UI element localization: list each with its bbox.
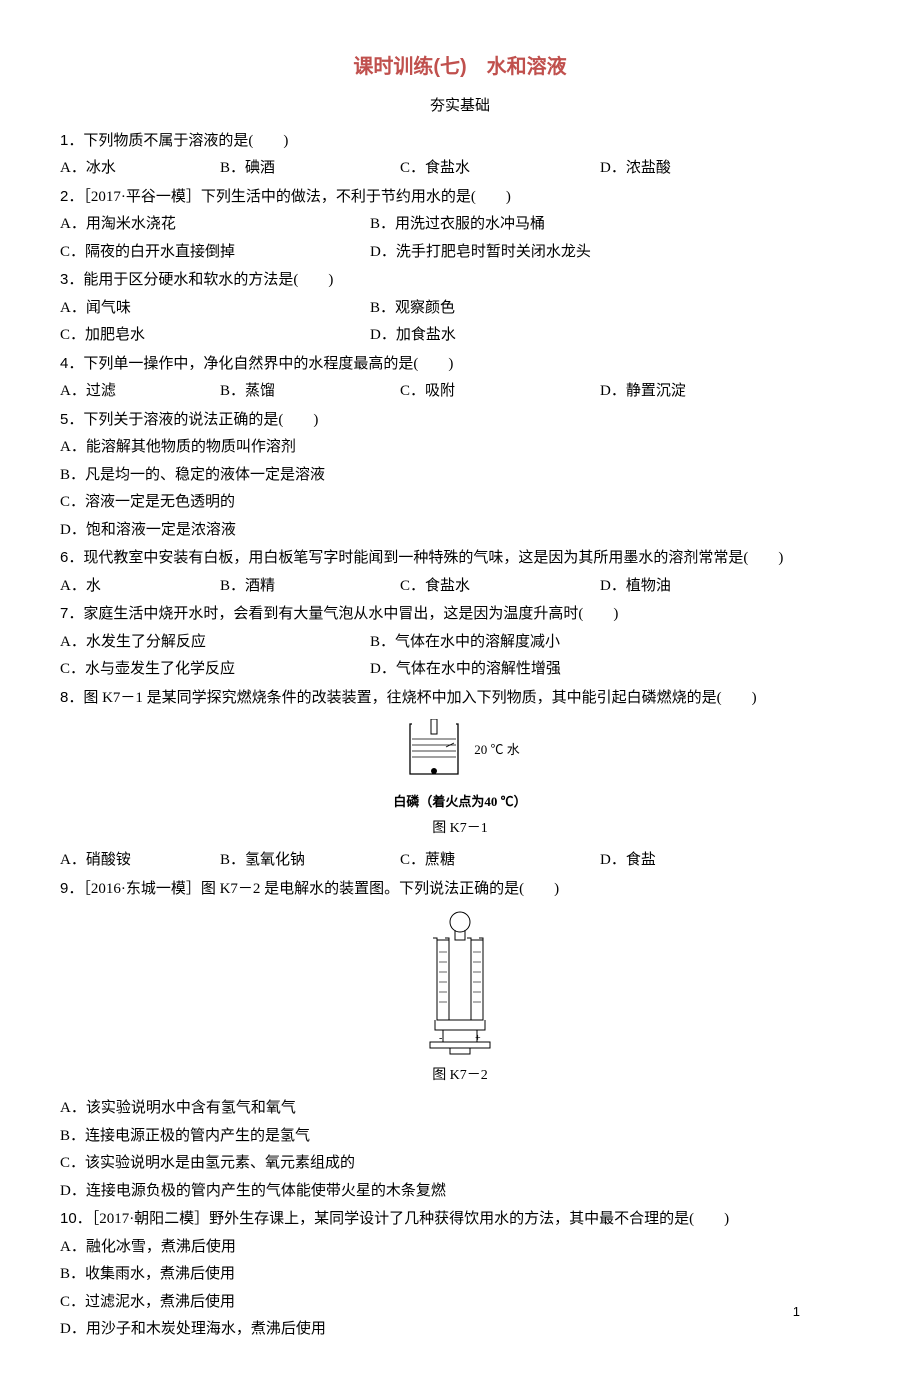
svg-text:+: + — [475, 1033, 481, 1044]
opt-b: B．碘酒 — [220, 156, 400, 182]
page-title: 课时训练(七) 水和溶液 — [60, 50, 860, 84]
opt-d: D．用沙子和木炭处理海水，煮沸后使用 — [60, 1317, 860, 1343]
opt-a: A．用淘米水浇花 — [60, 212, 370, 238]
q-text: 图 K7－1 是某同学探究燃烧条件的改装装置，往烧杯中加入下列物质，其中能引起白… — [83, 690, 756, 706]
figure-2: - + 图 K7－2 — [60, 910, 860, 1088]
q-num: 7． — [60, 605, 83, 622]
opt-d: D．气体在水中的溶解性增强 — [370, 657, 730, 683]
question-6: 6．现代教室中安装有白板，用白板笔写字时能闻到一种特殊的气味，这是因为其所用墨水… — [60, 545, 860, 572]
opt-d: D．连接电源负极的管内产生的气体能使带火星的木条复燃 — [60, 1179, 860, 1205]
opt-d: D．浓盐酸 — [600, 156, 780, 182]
fig1-side-label: 20 ℃ 水 — [474, 739, 520, 761]
q-num: 8． — [60, 689, 83, 706]
question-10: 10．［2017·朝阳二模］野外生存课上，某同学设计了几种获得饮用水的方法，其中… — [60, 1206, 860, 1233]
opt-a: A．水 — [60, 574, 220, 600]
opt-b: B．凡是均一的、稳定的液体一定是溶液 — [60, 463, 860, 489]
opt-a: A．融化冰雪，煮沸后使用 — [60, 1235, 860, 1261]
fig1-caption: 图 K7－1 — [60, 817, 860, 841]
question-1: 1．下列物质不属于溶液的是( ) — [60, 128, 860, 155]
opt-b: B．酒精 — [220, 574, 400, 600]
q-num: 4． — [60, 355, 83, 372]
section-label: 夯实基础 — [60, 94, 860, 120]
opt-a: A．水发生了分解反应 — [60, 630, 370, 656]
question-7: 7．家庭生活中烧开水时，会看到有大量气泡从水中冒出，这是因为温度升高时( ) — [60, 601, 860, 628]
opt-d: D．加食盐水 — [370, 323, 730, 349]
opt-d: D．静置沉淀 — [600, 379, 780, 405]
opt-b: B．连接电源正极的管内产生的是氢气 — [60, 1124, 860, 1150]
opt-c: C．蔗糖 — [400, 848, 600, 874]
opt-a: A．冰水 — [60, 156, 220, 182]
opt-a: A．闻气味 — [60, 296, 370, 322]
q-num: 2． — [60, 188, 83, 205]
opt-c: C．该实验说明水是由氢元素、氧元素组成的 — [60, 1151, 860, 1177]
opt-a: A．过滤 — [60, 379, 220, 405]
opt-c: C．隔夜的白开水直接倒掉 — [60, 240, 370, 266]
options-q8: A．硝酸铵 B．氢氧化钠 C．蔗糖 D．食盐 — [60, 848, 860, 874]
opt-c: C．溶液一定是无色透明的 — [60, 490, 860, 516]
q-text: 下列关于溶液的说法正确的是( ) — [83, 412, 318, 428]
q-text: 能用于区分硬水和软水的方法是( ) — [83, 272, 333, 288]
q-num: 6． — [60, 549, 83, 566]
opt-d: D．洗手打肥皂时暂时关闭水龙头 — [370, 240, 730, 266]
question-2: 2．［2017·平谷一模］下列生活中的做法，不利于节约用水的是( ) — [60, 184, 860, 211]
options-q4: A．过滤 B．蒸馏 C．吸附 D．静置沉淀 — [60, 379, 860, 405]
options-q7-row1: A．水发生了分解反应 B．气体在水中的溶解度减小 — [60, 630, 860, 656]
q-num: 5． — [60, 411, 83, 428]
svg-text:-: - — [439, 1033, 442, 1044]
options-q2-row1: A．用淘米水浇花 B．用洗过衣服的水冲马桶 — [60, 212, 860, 238]
opt-c: C．水与壶发生了化学反应 — [60, 657, 370, 683]
question-8: 8．图 K7－1 是某同学探究燃烧条件的改装装置，往烧杯中加入下列物质，其中能引… — [60, 685, 860, 712]
q-text: ［2016·东城一模］图 K7－2 是电解水的装置图。下列说法正确的是( ) — [83, 881, 559, 897]
beaker-icon — [400, 719, 470, 781]
q-text: ［2017·平谷一模］下列生活中的做法，不利于节约用水的是( ) — [83, 189, 511, 205]
opt-d: D．植物油 — [600, 574, 780, 600]
question-5: 5．下列关于溶液的说法正确的是( ) — [60, 407, 860, 434]
fig2-caption: 图 K7－2 — [60, 1064, 860, 1088]
question-4: 4．下列单一操作中，净化自然界中的水程度最高的是( ) — [60, 351, 860, 378]
opt-a: A．硝酸铵 — [60, 848, 220, 874]
q-num: 10． — [60, 1210, 92, 1227]
opt-d: D．饱和溶液一定是浓溶液 — [60, 518, 860, 544]
opt-b: B．收集雨水，煮沸后使用 — [60, 1262, 860, 1288]
opt-a: A．该实验说明水中含有氢气和氧气 — [60, 1096, 860, 1122]
opt-b: B．蒸馏 — [220, 379, 400, 405]
page-number: 1 — [793, 1301, 800, 1323]
question-9: 9．［2016·东城一模］图 K7－2 是电解水的装置图。下列说法正确的是( ) — [60, 876, 860, 903]
opt-a: A．能溶解其他物质的物质叫作溶剂 — [60, 435, 860, 461]
opt-c: C．食盐水 — [400, 156, 600, 182]
opt-b: B．氢氧化钠 — [220, 848, 400, 874]
q-text: 现代教室中安装有白板，用白板笔写字时能闻到一种特殊的气味，这是因为其所用墨水的溶… — [83, 550, 783, 566]
q-text: ［2017·朝阳二模］野外生存课上，某同学设计了几种获得饮用水的方法，其中最不合… — [92, 1211, 730, 1227]
question-3: 3．能用于区分硬水和软水的方法是( ) — [60, 267, 860, 294]
opt-b: B．观察颜色 — [370, 296, 730, 322]
options-q1: A．冰水 B．碘酒 C．食盐水 D．浓盐酸 — [60, 156, 860, 182]
q-num: 3． — [60, 271, 83, 288]
opt-c: C．加肥皂水 — [60, 323, 370, 349]
q-text: 下列单一操作中，净化自然界中的水程度最高的是( ) — [83, 356, 453, 372]
options-q7-row2: C．水与壶发生了化学反应 D．气体在水中的溶解性增强 — [60, 657, 860, 683]
options-q3-row1: A．闻气味 B．观察颜色 — [60, 296, 860, 322]
opt-b: B．用洗过衣服的水冲马桶 — [370, 212, 730, 238]
opt-c: C．吸附 — [400, 379, 600, 405]
electrolysis-icon: - + — [415, 910, 505, 1060]
options-q6: A．水 B．酒精 C．食盐水 D．植物油 — [60, 574, 860, 600]
opt-b: B．气体在水中的溶解度减小 — [370, 630, 730, 656]
opt-c: C．食盐水 — [400, 574, 600, 600]
options-q3-row2: C．加肥皂水 D．加食盐水 — [60, 323, 860, 349]
opt-d: D．食盐 — [600, 848, 780, 874]
q-num: 1． — [60, 132, 83, 149]
opt-c: C．过滤泥水，煮沸后使用 — [60, 1290, 860, 1316]
figure-1: 20 ℃ 水 白磷（着火点为40 ℃） 图 K7－1 — [60, 719, 860, 840]
fig1-bottom-label: 白磷（着火点为40 ℃） — [60, 791, 860, 813]
q-num: 9． — [60, 880, 83, 897]
q-text: 下列物质不属于溶液的是( ) — [83, 133, 288, 149]
options-q2-row2: C．隔夜的白开水直接倒掉 D．洗手打肥皂时暂时关闭水龙头 — [60, 240, 860, 266]
q-text: 家庭生活中烧开水时，会看到有大量气泡从水中冒出，这是因为温度升高时( ) — [83, 606, 618, 622]
